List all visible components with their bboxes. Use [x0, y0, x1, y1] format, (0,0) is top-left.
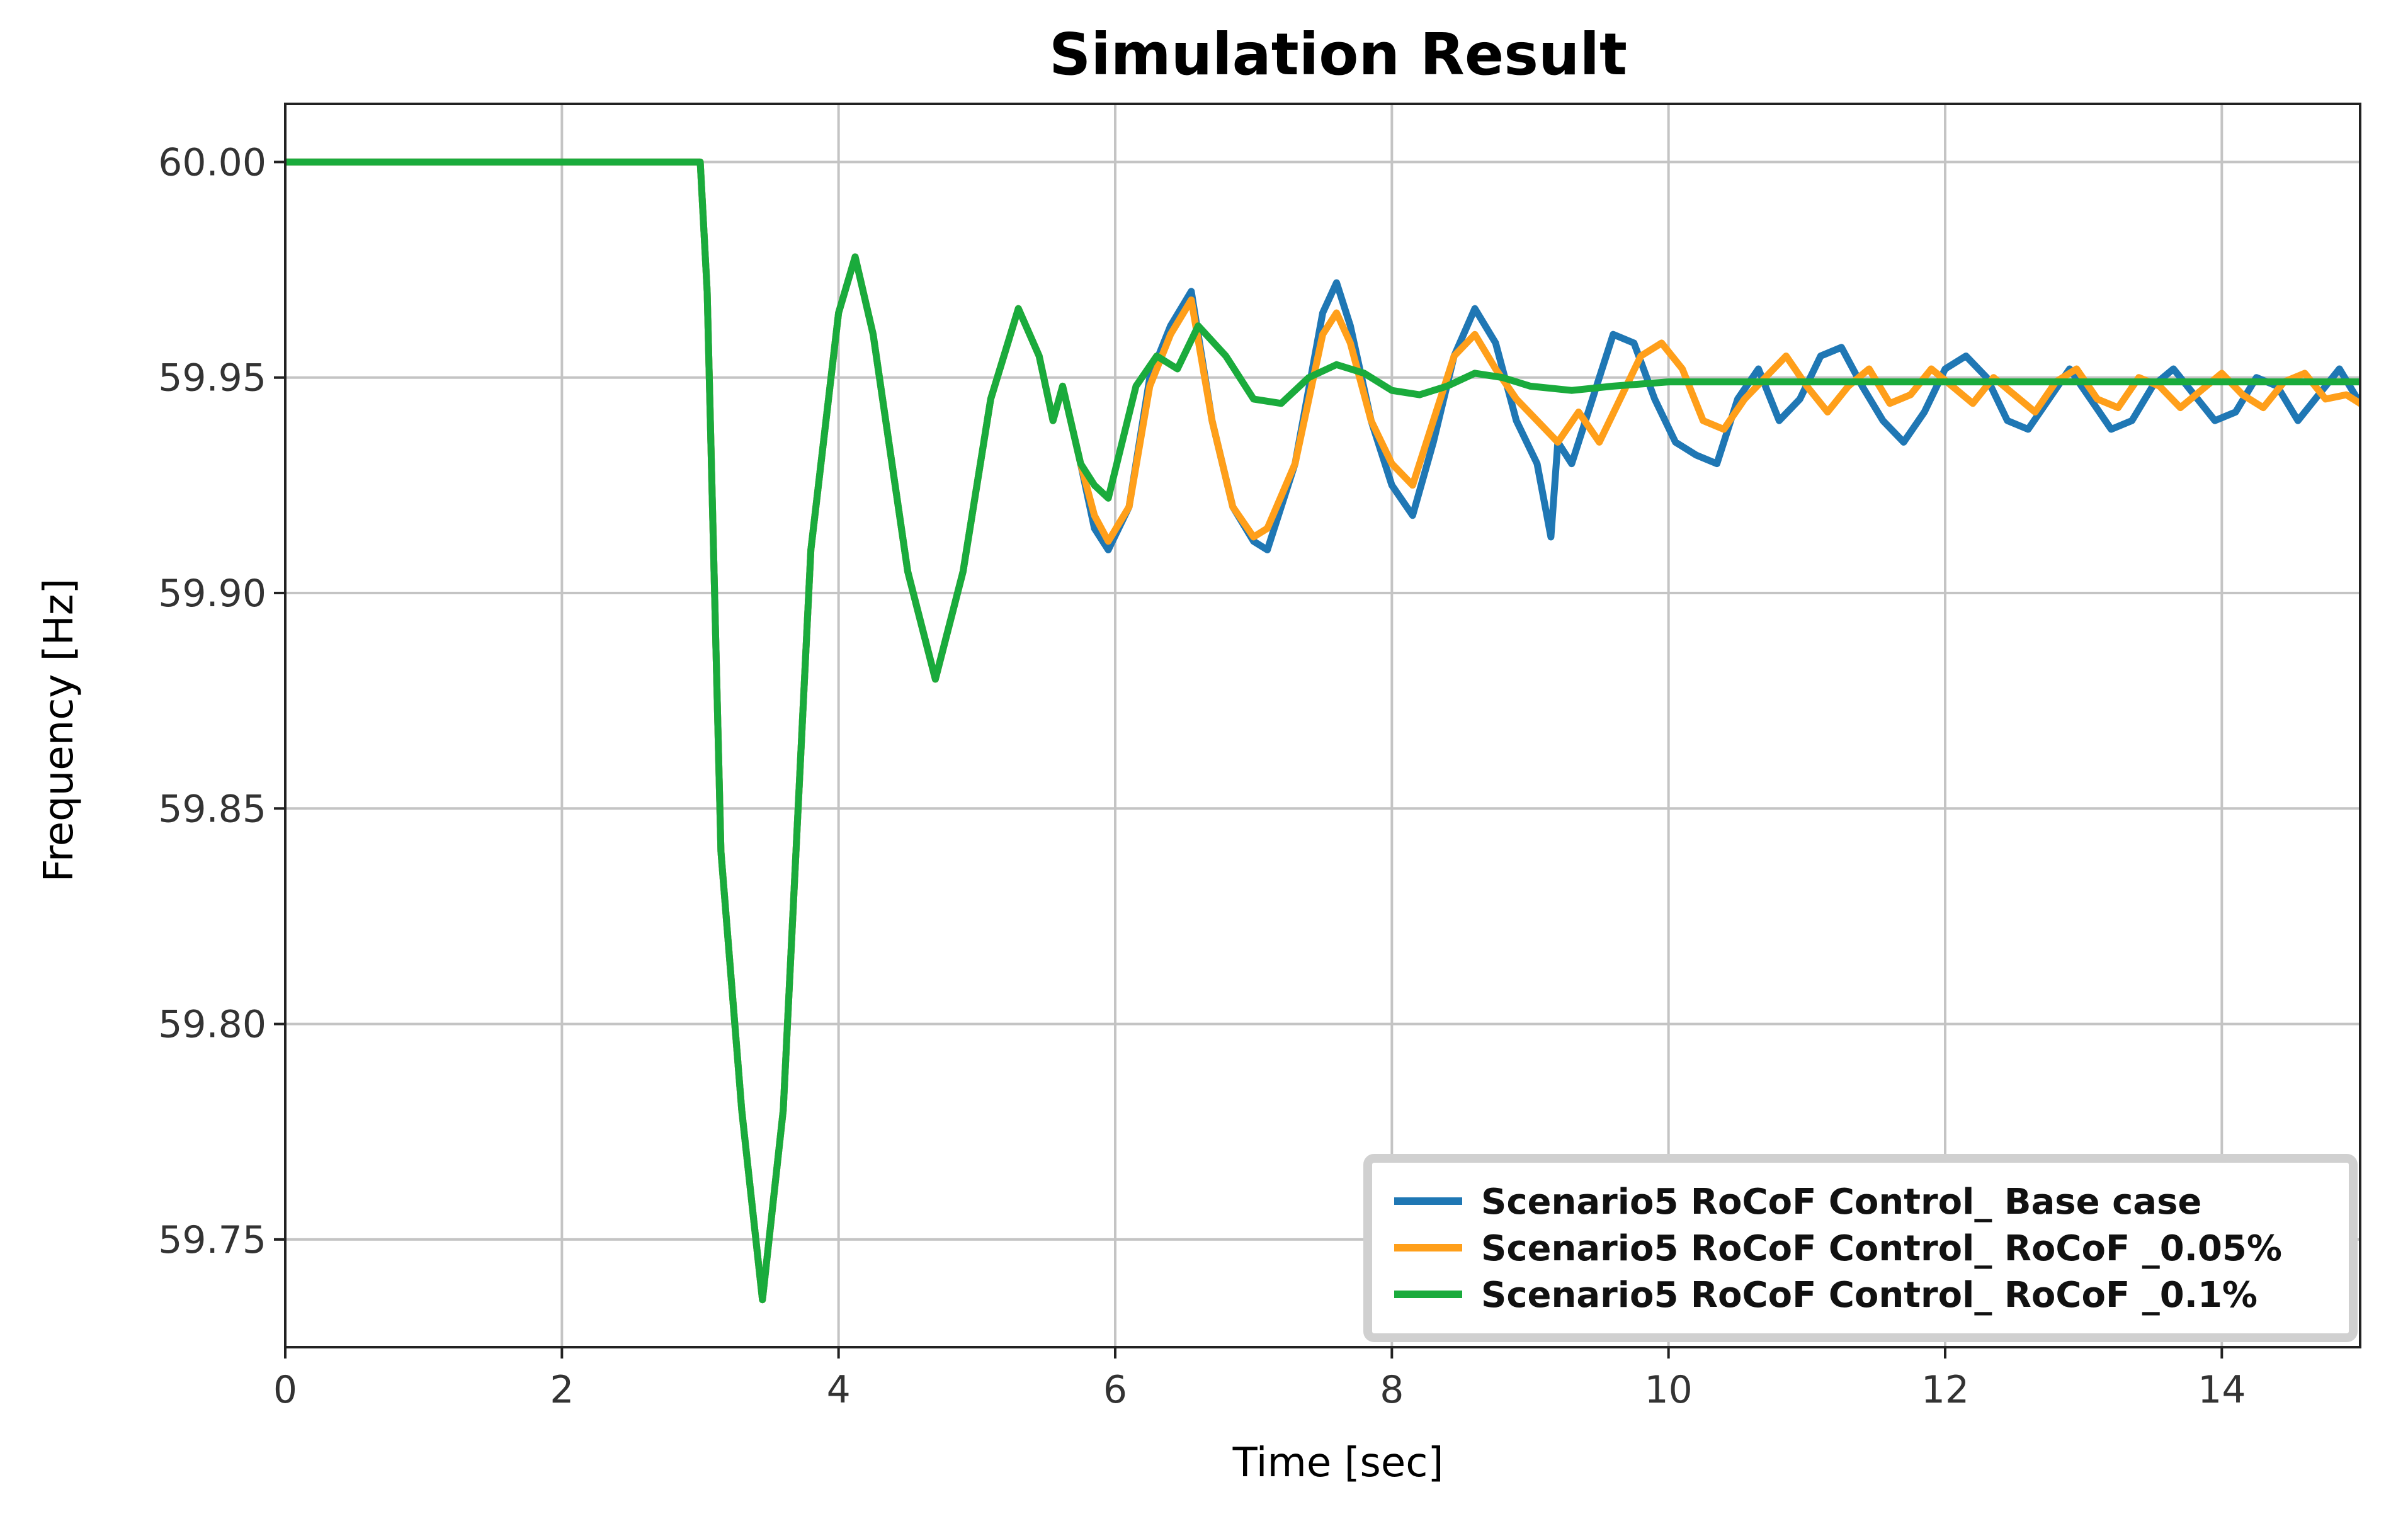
chart-title: Simulation Result — [1049, 21, 1627, 88]
legend-box — [1363, 1154, 2358, 1342]
y-axis: 59.75 59.80 59.85 59.90 59.95 60.00 — [158, 140, 285, 1262]
x-tick-label: 0 — [273, 1368, 297, 1412]
x-tick-label: 2 — [550, 1368, 574, 1412]
x-tick-label: 10 — [1644, 1368, 1692, 1412]
series-line-2 — [285, 158, 2360, 1304]
x-axis: 0 2 4 6 8 10 12 14 — [273, 1347, 2246, 1412]
y-tick-label: 59.95 — [158, 356, 266, 400]
x-axis-label: Time [sec] — [1232, 1440, 1444, 1486]
plot-frame — [284, 103, 2361, 1348]
legend-label: Scenario5 RoCoF Control_ RoCoF _0.05% — [1481, 1228, 2282, 1269]
legend-label: Scenario5 RoCoF Control_ RoCoF _0.1% — [1481, 1275, 2258, 1316]
legend-label: Scenario5 RoCoF Control_ Base case — [1481, 1182, 2201, 1223]
y-tick-label: 59.90 — [158, 572, 266, 616]
y-tick-label: 59.85 — [158, 787, 266, 831]
x-tick-label: 8 — [1380, 1368, 1404, 1412]
y-tick-label: 59.75 — [158, 1218, 266, 1262]
x-tick-label: 6 — [1103, 1368, 1127, 1412]
series-group — [285, 158, 2360, 1304]
x-tick-label: 4 — [827, 1368, 851, 1412]
y-axis-label: Frequency [Hz] — [36, 579, 82, 883]
x-tick-label: 14 — [2198, 1368, 2246, 1412]
y-tick-label: 60.00 — [158, 140, 266, 184]
x-tick-label: 12 — [1921, 1368, 1969, 1412]
y-tick-label: 59.80 — [158, 1003, 266, 1047]
legend: Scenario5 RoCoF Control_ Base case Scenar… — [1363, 1154, 2358, 1342]
